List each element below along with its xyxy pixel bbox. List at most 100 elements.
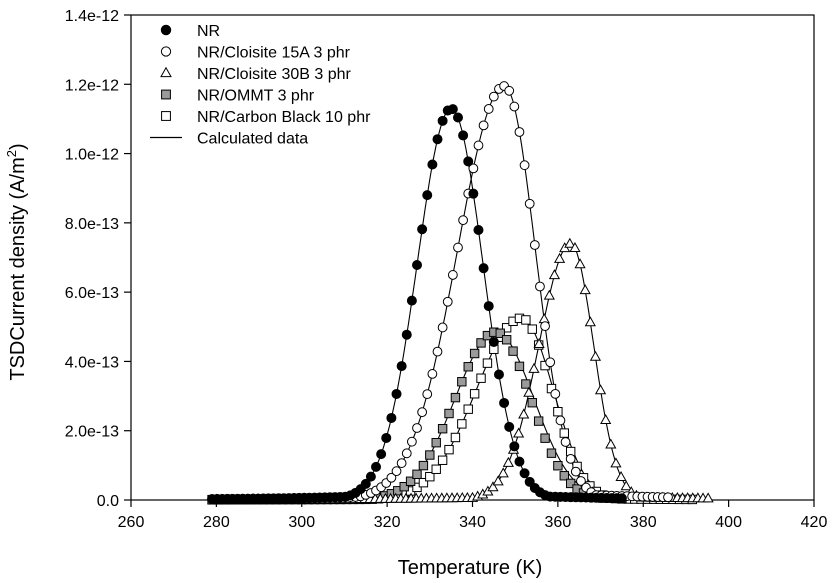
legend-marker	[161, 89, 171, 100]
data-point	[504, 421, 515, 432]
data-point	[418, 460, 429, 471]
data-point	[559, 471, 569, 481]
fit-curve	[301, 107, 622, 501]
y-axis-title-close: )	[7, 143, 29, 150]
data-point	[509, 101, 520, 112]
data-point	[401, 448, 412, 459]
legend-label: NR/Cloisite 30B 3 phr	[197, 66, 352, 83]
data-point	[468, 188, 479, 199]
data-point	[482, 358, 493, 368]
legend: NR NR/Cloisite 15A 3 phr NR/Cloisite 30B 3…	[150, 23, 371, 148]
data-point	[620, 480, 632, 491]
legend-label: NR/Cloisite 15A 3 phr	[197, 45, 351, 62]
data-point	[447, 104, 458, 115]
data-point	[469, 348, 480, 359]
data-point	[463, 362, 473, 372]
data-point	[468, 163, 479, 174]
data-point	[365, 471, 376, 482]
legend-item: NR	[160, 23, 220, 40]
calculated-fit-curves	[301, 85, 695, 501]
data-point	[492, 475, 504, 486]
data-point	[508, 346, 518, 356]
data-point	[450, 432, 461, 443]
data-point	[502, 456, 514, 467]
data-point	[560, 437, 571, 447]
y-tick-label: 1.4e-12	[65, 8, 119, 25]
data-point	[391, 466, 402, 477]
data-point	[523, 386, 535, 397]
data-point	[427, 369, 438, 379]
data-point	[488, 91, 499, 102]
data-point	[453, 242, 463, 253]
data-point	[427, 159, 438, 170]
data-point	[476, 373, 486, 383]
data-point	[391, 388, 402, 399]
data-point	[519, 468, 530, 479]
data-point	[548, 269, 561, 280]
data-point	[412, 469, 422, 480]
x-axis-title: Temperature (K)	[398, 557, 543, 579]
data-point	[406, 436, 417, 447]
data-point	[399, 482, 409, 492]
data-point	[514, 456, 525, 467]
data-point	[457, 419, 467, 429]
data-point	[478, 120, 489, 131]
data-point	[447, 270, 458, 280]
y-axis-title-sup: 2	[4, 150, 19, 157]
data-point	[417, 407, 428, 418]
data-point	[555, 415, 566, 426]
data-point	[594, 384, 607, 395]
data-point	[463, 404, 473, 414]
legend-item: Calculated data	[150, 131, 308, 148]
legend-marker	[160, 66, 172, 78]
data-point	[497, 467, 509, 478]
data-point	[452, 112, 463, 123]
data-point	[616, 493, 627, 504]
x-tick-label: 400	[715, 514, 742, 531]
data-point	[469, 389, 480, 399]
legend-item: NR/OMMT 3 phr	[161, 88, 315, 105]
data-point	[564, 237, 576, 248]
data-point	[565, 453, 576, 464]
data-point	[504, 85, 515, 96]
data-point	[513, 427, 525, 438]
data-point	[553, 461, 563, 471]
x-tick-label: 320	[374, 514, 401, 531]
data-point	[519, 160, 530, 171]
data-point	[521, 379, 531, 389]
y-tick-label: 1.2e-12	[65, 77, 119, 94]
data-point	[478, 263, 489, 274]
data-point	[396, 361, 407, 372]
data-point	[553, 252, 566, 263]
x-tick-label: 420	[801, 514, 828, 531]
fit-curve	[323, 85, 678, 501]
data-point	[483, 301, 494, 312]
data-point	[570, 466, 581, 477]
data-point	[600, 413, 612, 424]
data-point	[458, 215, 469, 226]
data-point	[529, 240, 540, 250]
data-point	[386, 412, 397, 423]
data-point	[437, 424, 448, 434]
y-tick-label: 2.0e-13	[65, 424, 119, 441]
data-point	[437, 455, 448, 465]
data-point	[514, 127, 525, 137]
data-point	[412, 423, 422, 433]
data-point	[533, 416, 544, 426]
y-tick-label: 1.0e-12	[65, 147, 119, 164]
data-point	[431, 464, 441, 474]
legend-item: NR/Cloisite 30B 3 phr	[160, 66, 352, 83]
data-point	[514, 361, 525, 372]
data-point	[412, 482, 422, 493]
legend-label: Calculated data	[197, 131, 308, 148]
data-point	[418, 477, 429, 488]
data-point	[524, 198, 535, 209]
data-point	[501, 323, 512, 333]
data-point	[381, 432, 392, 443]
data-point	[533, 337, 545, 348]
y-tick-label: 0.0	[97, 493, 119, 510]
data-point	[584, 316, 596, 327]
legend-label: NR/Carbon Black 10 phr	[197, 109, 371, 126]
y-axis-title-main: TSDCurrent density (A/m	[7, 157, 29, 380]
data-point	[501, 335, 512, 345]
